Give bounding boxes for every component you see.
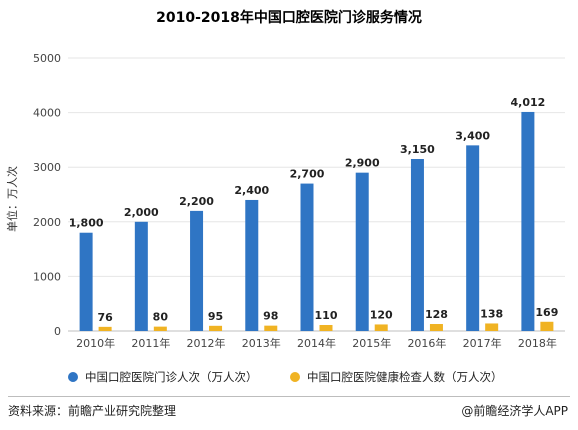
data-label-checkups: 98 <box>263 310 278 323</box>
data-label-checkups: 110 <box>315 309 338 322</box>
footer-divider <box>8 396 570 397</box>
bar-checkups <box>485 323 499 331</box>
x-tick-label: 2016年 <box>407 336 446 350</box>
data-label-visits: 2,200 <box>179 195 214 208</box>
bar-visits <box>521 111 535 332</box>
data-label-visits: 2,900 <box>345 157 380 170</box>
bar-visits <box>79 232 93 331</box>
data-label-visits: 4,012 <box>510 96 545 109</box>
data-label-checkups: 80 <box>153 311 169 324</box>
x-tick-label: 2012年 <box>187 336 226 350</box>
bar-visits <box>190 210 204 331</box>
x-tick-label: 2014年 <box>297 336 336 350</box>
legend-swatch-visits <box>68 372 78 382</box>
bar-checkups <box>540 321 554 331</box>
legend-label-visits: 中国口腔医院门诊人次（万人次） <box>85 370 258 384</box>
data-label-visits: 3,400 <box>455 129 490 142</box>
legend-label-checkups: 中国口腔医院健康检查人数（万人次） <box>307 370 503 384</box>
bar-checkups <box>153 326 167 331</box>
chart-title: 2010-2018年中国口腔医院门诊服务情况 <box>156 10 422 26</box>
data-label-visits: 2,400 <box>234 184 269 197</box>
data-label-visits: 3,150 <box>400 143 435 156</box>
source-note: 资料来源：前瞻产业研究院整理 <box>8 404 177 418</box>
y-axis-label: 单位：万人次 <box>6 166 19 232</box>
bar-visits <box>134 221 148 331</box>
y-tick-label: 3000 <box>33 161 61 174</box>
x-tick-label: 2010年 <box>76 336 115 350</box>
y-tick-label: 4000 <box>33 107 61 120</box>
bar-visits <box>300 183 314 331</box>
bar-checkups <box>209 325 223 331</box>
x-tick-label: 2015年 <box>352 336 391 350</box>
data-label-checkups: 138 <box>480 307 503 320</box>
y-tick-label: 1000 <box>33 270 61 283</box>
legend-item-checkups: 中国口腔医院健康检查人数（万人次） <box>290 369 503 385</box>
x-tick-label: 2013年 <box>242 336 281 350</box>
bar-chart: 0 1000 2000 3000 4000 5000 1,800 76 2010年 2,000 80… <box>33 52 565 350</box>
data-label-visits: 2,000 <box>124 206 159 219</box>
data-label-checkups: 76 <box>97 311 113 324</box>
legend-item-visits: 中国口腔医院门诊人次（万人次） <box>68 369 258 385</box>
y-tick-label: 5000 <box>33 52 61 65</box>
bar-visits <box>466 145 480 331</box>
x-tick-label: 2011年 <box>131 336 170 350</box>
bar-checkups <box>264 325 278 331</box>
bar-checkups <box>319 324 333 331</box>
x-tick-label: 2018年 <box>518 336 557 350</box>
x-tick-label: 2017年 <box>463 336 502 350</box>
data-label-visits: 1,800 <box>69 217 104 230</box>
y-tick-label: 2000 <box>33 216 61 229</box>
bar-visits <box>410 159 424 331</box>
legend-swatch-checkups <box>290 372 300 382</box>
y-tick-label: 0 <box>54 325 61 338</box>
data-label-checkups: 120 <box>370 308 393 321</box>
bar-checkups <box>98 326 112 331</box>
data-label-checkups: 169 <box>535 306 558 319</box>
data-label-visits: 2,700 <box>290 168 325 181</box>
bar-visits <box>355 172 369 331</box>
bar-checkups <box>374 324 388 331</box>
bar-checkups <box>429 324 443 331</box>
bar-visits <box>245 199 259 331</box>
data-label-checkups: 95 <box>208 310 223 323</box>
credit-note: @前瞻经济学人APP <box>461 404 568 418</box>
data-label-checkups: 128 <box>425 308 448 321</box>
